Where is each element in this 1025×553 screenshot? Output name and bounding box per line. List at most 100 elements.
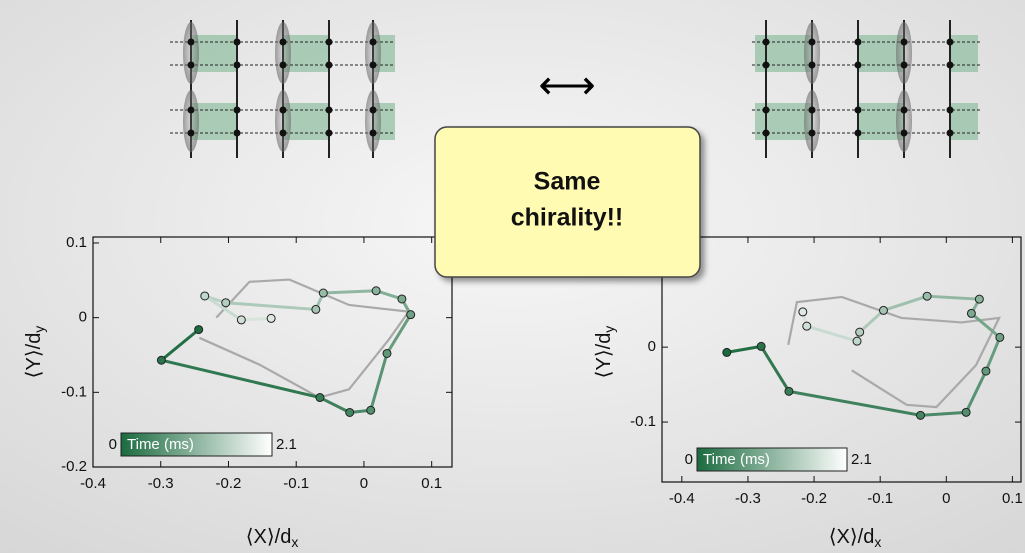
lattice-cell [950, 35, 978, 72]
colorbar-tick-label: 2.1 [851, 451, 872, 468]
x-axis-label: ⟨X⟩/dx [829, 526, 882, 549]
y-axis-label: ⟨Y⟩/dy [23, 326, 46, 379]
x-tick-label: -0.4 [669, 490, 695, 507]
lattice-dimer [183, 22, 199, 84]
data-point [995, 332, 1005, 342]
trajectory-segment [319, 396, 351, 414]
data-point [981, 366, 991, 376]
x-tick-label: 0.1 [1002, 490, 1023, 507]
charts: -0.4 -0.3 -0.2 -0.1 0 0.1-0.2-0.100.1⟨X⟩/dx⟨Y… [23, 234, 1023, 550]
lattice-dimer [183, 90, 199, 152]
lattice-site [233, 106, 241, 114]
x-tick-label: -0.4 [80, 475, 106, 492]
data-point [756, 341, 766, 351]
x-tick-label: 0.1 [421, 475, 442, 492]
trajectory-segment [203, 294, 243, 322]
trajectory-segment [964, 370, 988, 413]
x-axis-label: ⟨X⟩/dx [246, 526, 299, 549]
data-point [318, 288, 328, 298]
data-point [855, 327, 865, 337]
trajectory-segment [726, 344, 762, 354]
trajectory-segment [806, 324, 858, 343]
x-tick-label: -0.3 [735, 490, 761, 507]
trajectory-segment [927, 294, 980, 301]
lattice-site [187, 38, 195, 46]
lattice-site [279, 38, 287, 46]
x-axis-label: ⟨X⟩/d [246, 526, 292, 548]
data-point [974, 294, 984, 304]
plot-frame [92, 236, 453, 468]
lattice-site [946, 106, 954, 114]
lattice-site [325, 129, 333, 137]
data-point [798, 307, 808, 317]
y-tick-label: 0 [79, 309, 87, 326]
lattice-diagrams [170, 20, 980, 158]
trajectory-segment [759, 345, 791, 393]
x-axis-label: ⟨X⟩/d [829, 526, 875, 548]
x-axis-label-sub: x [291, 534, 298, 550]
trajectory-segment [241, 316, 272, 322]
lattice-dimer [275, 90, 291, 152]
x-tick-label: -0.3 [148, 475, 174, 492]
model-curve [198, 278, 411, 399]
lattice-site [187, 61, 195, 69]
trajectory-segment [970, 312, 1001, 339]
x-tick-label: -0.1 [867, 490, 893, 507]
lattice-site [369, 129, 377, 137]
lattice-site [233, 61, 241, 69]
y-tick-label: 0 [648, 338, 656, 355]
y-axis-label: ⟨Y⟩/d [593, 333, 615, 379]
lattice-site [900, 61, 908, 69]
y-axis-label-sub: y [601, 326, 617, 333]
lattice-site [854, 129, 862, 137]
trajectory-segment [160, 328, 200, 362]
lattice-site [279, 106, 287, 114]
callout-text: Same [534, 168, 601, 196]
y-axis-label-sub: y [31, 326, 47, 333]
lattice-site [369, 38, 377, 46]
data-point [916, 410, 926, 420]
data-point [802, 321, 812, 331]
lattice-site [900, 38, 908, 46]
x-axis-label-sub: x [874, 534, 881, 550]
data-point [382, 348, 392, 358]
colorbar [696, 447, 848, 472]
chart: -0.4 -0.3 -0.2 -0.1 0 0.1 -0.1 0 ⟨X⟩/dx ⟨Y⟩/dy 0 2.… [593, 236, 1023, 550]
data-point [200, 291, 210, 301]
trajectory-segment [369, 353, 389, 411]
lattice-site [762, 106, 770, 114]
data-point [878, 305, 888, 315]
lattice-site [946, 38, 954, 46]
trajectory-segment [375, 289, 403, 301]
y-tick-label: -0.1 [630, 413, 656, 430]
colorbar-tick-label: 0 [109, 436, 117, 453]
lattice-site [946, 129, 954, 137]
data-point [371, 286, 381, 296]
colorbar-tick-label: 2.1 [276, 436, 297, 453]
trajectory-segment [788, 389, 921, 417]
lattice-site [279, 129, 287, 137]
lattice-dimer [896, 22, 912, 84]
data-point [961, 407, 971, 417]
trajectory-segment [161, 358, 321, 400]
data-point [922, 291, 932, 301]
data-point [315, 393, 325, 403]
data-point [236, 315, 246, 325]
data-point [722, 347, 732, 357]
data-point [156, 355, 166, 365]
data-point [406, 310, 416, 320]
callout-box [434, 126, 701, 278]
lattice-dimer [365, 22, 381, 84]
callout-text: chirality!! [511, 204, 624, 232]
lattice-site [900, 129, 908, 137]
lattice-site [808, 106, 816, 114]
arrow: ⟷ [538, 64, 595, 108]
lattice-site [762, 61, 770, 69]
data-point [345, 407, 355, 417]
trajectory-segment [385, 313, 412, 355]
y-tick-label: -0.1 [61, 383, 87, 400]
lattice-site [187, 106, 195, 114]
lattice-site [808, 38, 816, 46]
colorbar-label: Time (ms) [127, 436, 194, 453]
